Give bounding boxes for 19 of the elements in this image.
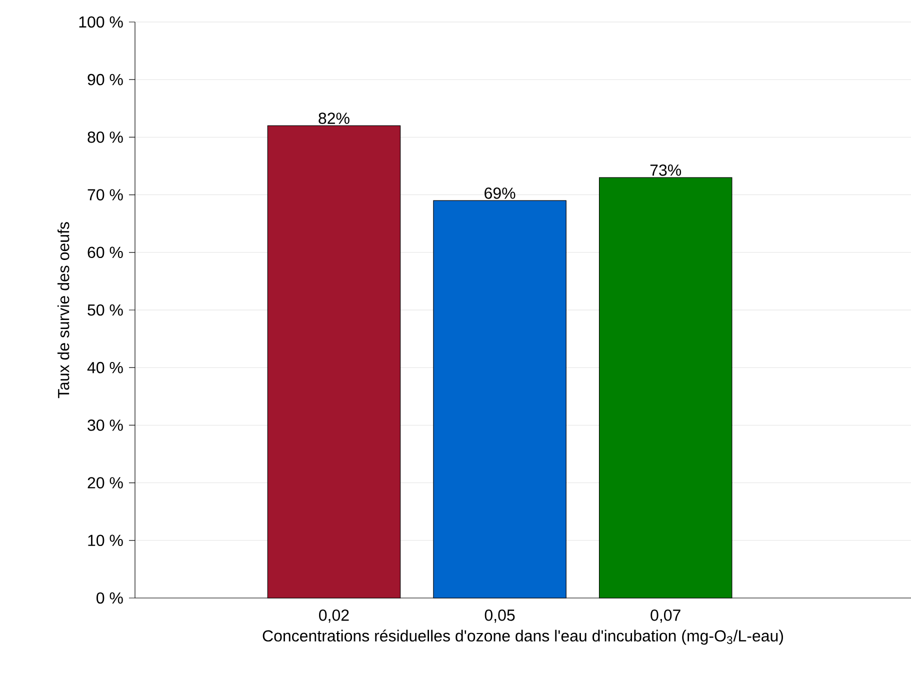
y-tick-label: 50 % <box>88 304 123 316</box>
data-label: 69% <box>484 188 516 199</box>
y-tick-label: 30 % <box>88 420 123 431</box>
x-tick-label: 0,02 <box>319 610 349 623</box>
y-tick-label: 100 % <box>79 16 123 28</box>
y-tick-label: 40 % <box>87 362 123 374</box>
y-tick-label: 20 % <box>88 477 123 488</box>
y-axis-title: Taux de survie des oeufs <box>57 222 70 398</box>
y-tick-label: 60 % <box>88 246 123 258</box>
data-label: 73% <box>650 164 682 176</box>
data-label: 82% <box>318 112 350 124</box>
y-tick-label: 90 % <box>88 74 123 86</box>
x-axis-title: Concentrations résiduelles d'ozone dans l'eau d'incubation (mg-O$_{3}$/L-eau) <box>262 630 783 645</box>
x-tick-label: 0,07 <box>650 610 680 623</box>
x-tick-label: 0,05 <box>484 610 515 623</box>
y-tick-label: 0 % <box>96 592 123 604</box>
y-tick-label: 10 % <box>88 534 123 546</box>
y-tick-label: 70 % <box>88 189 123 200</box>
y-tick-label: 80 % <box>88 132 123 143</box>
